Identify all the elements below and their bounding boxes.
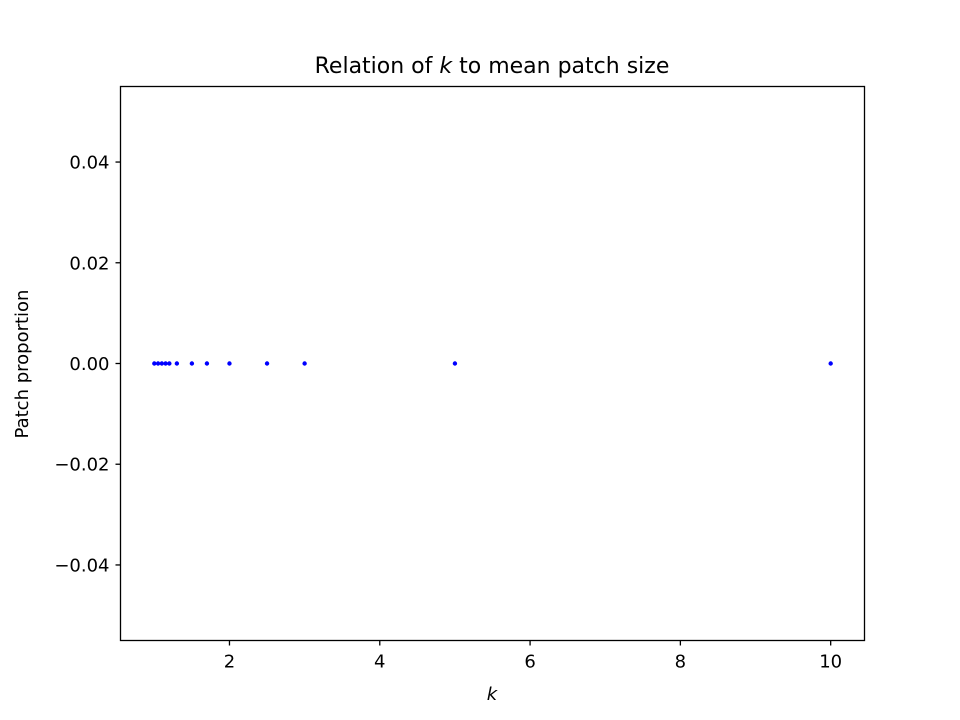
data-point: [152, 361, 157, 366]
y-tick-label: 0.02: [69, 253, 109, 274]
data-point: [159, 361, 165, 366]
y-tick-label: −0.02: [54, 455, 109, 476]
data-point: [174, 361, 180, 366]
x-tick-label: 2: [224, 652, 235, 673]
data-point: [302, 361, 307, 366]
x-axis-ticks: 2 4 6 8 10: [224, 640, 842, 673]
x-tick-label: 4: [374, 652, 385, 673]
data-point: [204, 361, 210, 366]
data-point: [452, 361, 458, 366]
data-point: [155, 361, 161, 366]
chart-title-prefix: Relation of: [315, 54, 440, 79]
data-points: [152, 361, 833, 366]
chart-title: Relation of k to mean patch size: [315, 54, 670, 79]
data-point: [828, 361, 833, 366]
data-point: [163, 361, 168, 366]
x-tick-label: 8: [675, 652, 686, 673]
data-point: [189, 361, 195, 366]
y-axis-ticks: 0.04 0.02 0.00 −0.02 −0.04: [54, 153, 121, 576]
data-point: [167, 361, 172, 366]
data-point: [227, 361, 232, 366]
y-tick-label: 0.04: [69, 153, 109, 174]
x-axis-label: k: [487, 684, 499, 705]
plot-area-frame: [119, 85, 866, 642]
x-tick-label: 10: [819, 652, 842, 673]
y-tick-label: −0.04: [54, 555, 109, 576]
chart-title-suffix: to mean patch size: [452, 54, 669, 79]
x-tick-label: 6: [524, 652, 535, 673]
data-point: [264, 361, 270, 366]
y-tick-label: 0.00: [69, 354, 109, 375]
chart-title-var: k: [439, 54, 453, 79]
y-axis-label: Patch proportion: [12, 290, 33, 439]
